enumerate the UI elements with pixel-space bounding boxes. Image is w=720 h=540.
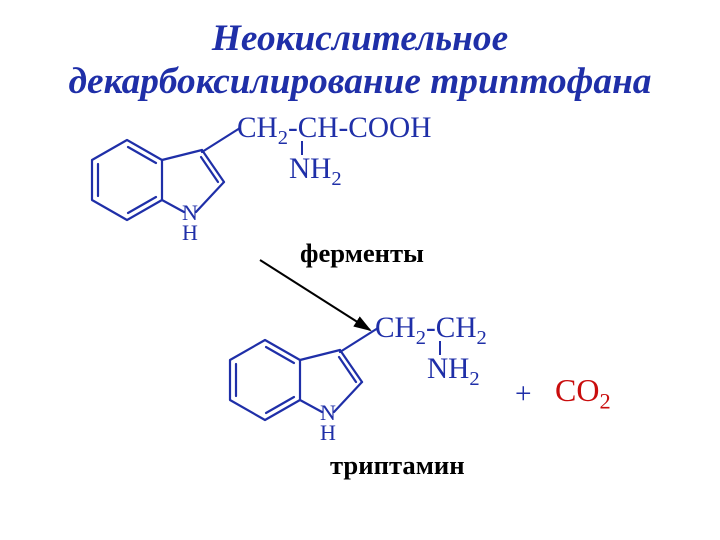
sc1-nh2-wrap: NH2 xyxy=(289,153,483,186)
plus-sign: + xyxy=(515,378,532,411)
bond-top xyxy=(202,122,262,162)
sc2-ch2b: -CH xyxy=(426,312,477,344)
sc2-nh2: NH xyxy=(427,353,469,385)
co2-label: CO2 xyxy=(555,372,611,409)
bond-bottom xyxy=(340,322,400,362)
page-title: Неокислительное декарбоксилирование трип… xyxy=(0,18,720,104)
sc1-nh2: NH xyxy=(289,153,331,185)
svg-text:H: H xyxy=(182,220,198,245)
svg-text:H: H xyxy=(320,420,336,445)
title-line2: декарбоксилирование триптофана xyxy=(69,61,652,102)
tryptophan-sidechain: CH2-CH-COOH NH2 xyxy=(237,112,431,192)
title-line1: Неокислительное xyxy=(212,18,508,59)
product-label: триптамин xyxy=(330,450,465,481)
sc1-ch: -CH-COOH xyxy=(288,112,431,144)
